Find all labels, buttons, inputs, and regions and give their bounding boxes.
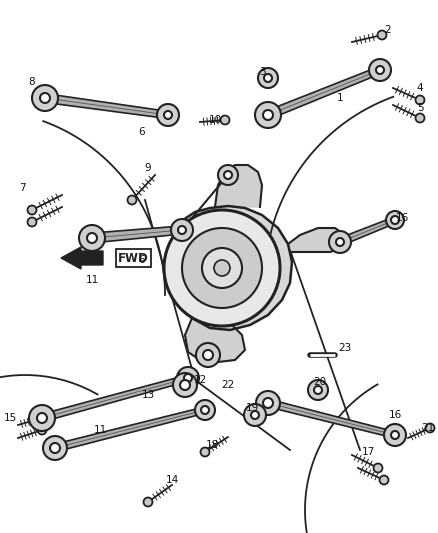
Text: 4: 4: [417, 83, 423, 93]
Text: 16: 16: [389, 410, 402, 420]
Circle shape: [38, 414, 46, 423]
Circle shape: [244, 404, 266, 426]
Text: 21: 21: [421, 423, 434, 433]
Circle shape: [28, 206, 36, 214]
Text: 6: 6: [139, 127, 145, 137]
Circle shape: [40, 93, 50, 103]
Circle shape: [182, 228, 262, 308]
Circle shape: [416, 95, 424, 104]
Text: FWD: FWD: [118, 252, 149, 264]
Circle shape: [256, 391, 280, 415]
Circle shape: [79, 225, 105, 251]
Text: 16: 16: [396, 213, 409, 223]
Circle shape: [214, 260, 230, 276]
Circle shape: [386, 211, 404, 229]
Circle shape: [378, 30, 386, 39]
Circle shape: [201, 406, 209, 414]
Circle shape: [164, 210, 280, 326]
Circle shape: [220, 116, 230, 125]
Polygon shape: [267, 399, 396, 438]
Circle shape: [184, 374, 192, 382]
Circle shape: [416, 114, 424, 123]
Polygon shape: [339, 217, 396, 246]
Circle shape: [50, 443, 60, 453]
Text: 6: 6: [139, 255, 145, 265]
Polygon shape: [266, 67, 381, 119]
Circle shape: [157, 104, 179, 126]
Text: 3: 3: [259, 67, 265, 77]
Circle shape: [196, 343, 220, 367]
Circle shape: [202, 248, 242, 288]
Circle shape: [218, 165, 238, 185]
Polygon shape: [168, 206, 292, 330]
Circle shape: [177, 367, 199, 389]
Circle shape: [255, 102, 281, 128]
Circle shape: [164, 111, 172, 119]
Circle shape: [28, 217, 36, 227]
Circle shape: [195, 400, 215, 420]
Text: 14: 14: [166, 475, 179, 485]
Polygon shape: [185, 318, 245, 362]
Circle shape: [264, 74, 272, 82]
Circle shape: [376, 66, 384, 74]
Text: 1: 1: [337, 93, 343, 103]
Text: 8: 8: [28, 77, 35, 87]
Circle shape: [336, 238, 344, 246]
Circle shape: [391, 431, 399, 439]
Text: 17: 17: [361, 447, 374, 457]
Circle shape: [29, 405, 55, 431]
Text: 5: 5: [417, 103, 423, 113]
Circle shape: [258, 68, 278, 88]
Text: 15: 15: [4, 413, 17, 423]
Text: 22: 22: [221, 380, 235, 390]
Circle shape: [308, 380, 328, 400]
Circle shape: [171, 219, 193, 241]
Polygon shape: [41, 375, 189, 422]
Circle shape: [391, 216, 399, 224]
Circle shape: [37, 413, 47, 423]
Polygon shape: [92, 226, 182, 243]
Circle shape: [384, 424, 406, 446]
Text: 10: 10: [208, 115, 222, 125]
FancyArrow shape: [61, 247, 103, 269]
Circle shape: [201, 448, 209, 456]
Circle shape: [38, 425, 46, 434]
Circle shape: [127, 196, 137, 205]
Text: 12: 12: [193, 375, 207, 385]
Text: 7: 7: [19, 183, 25, 193]
Text: 23: 23: [339, 343, 352, 353]
Polygon shape: [288, 228, 345, 252]
Text: 13: 13: [141, 390, 155, 400]
Circle shape: [224, 171, 232, 179]
Text: 18: 18: [205, 440, 219, 450]
Polygon shape: [54, 407, 206, 452]
Circle shape: [314, 386, 322, 394]
Circle shape: [203, 350, 213, 360]
Circle shape: [379, 475, 389, 484]
Circle shape: [329, 231, 351, 253]
Circle shape: [173, 373, 197, 397]
Circle shape: [178, 226, 186, 234]
Circle shape: [43, 436, 67, 460]
Polygon shape: [44, 94, 169, 118]
Circle shape: [374, 464, 382, 472]
Text: 9: 9: [145, 163, 151, 173]
Circle shape: [263, 398, 273, 408]
Circle shape: [32, 85, 58, 111]
Circle shape: [369, 59, 391, 81]
Circle shape: [180, 380, 190, 390]
Circle shape: [87, 233, 97, 243]
Circle shape: [263, 110, 273, 120]
Text: 19: 19: [245, 403, 258, 413]
Text: 2: 2: [385, 25, 391, 35]
Text: 11: 11: [85, 275, 99, 285]
Circle shape: [144, 497, 152, 506]
Circle shape: [425, 424, 434, 432]
Circle shape: [251, 411, 259, 419]
Text: 20: 20: [314, 377, 327, 387]
Polygon shape: [215, 165, 262, 207]
Text: 11: 11: [93, 425, 106, 435]
